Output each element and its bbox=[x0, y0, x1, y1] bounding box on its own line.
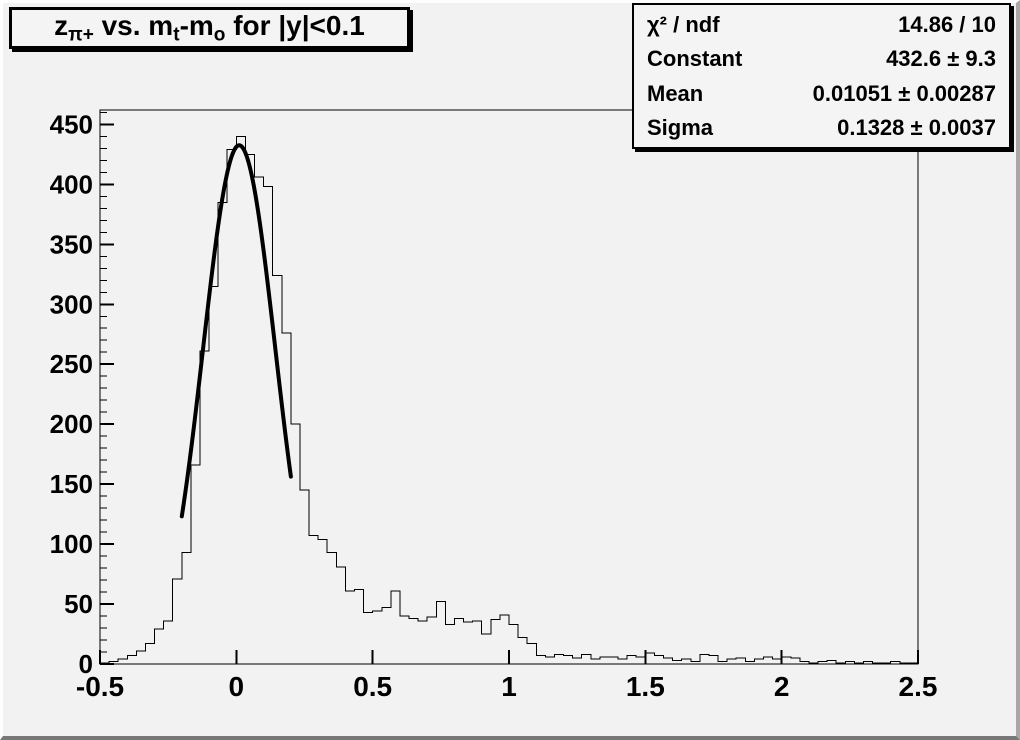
x-tick-label: 2.5 bbox=[899, 671, 938, 702]
x-tick-label: 1 bbox=[501, 671, 517, 702]
y-tick-label: 200 bbox=[50, 409, 93, 439]
stats-row: χ² / ndf 14.86 / 10 bbox=[634, 8, 1009, 41]
title-subscript: t bbox=[173, 24, 180, 46]
stats-row-label: Constant bbox=[647, 46, 743, 72]
stats-row-label: χ² / ndf bbox=[647, 11, 720, 37]
plot-title-box: zπ+ vs. mt-mo for |y|<0.1 bbox=[9, 7, 410, 49]
title-segment: -m bbox=[179, 9, 214, 41]
x-tick-label: 2 bbox=[774, 671, 790, 702]
fit-curve bbox=[179, 143, 293, 519]
y-tick-label: 450 bbox=[50, 109, 93, 139]
x-tick-label: -0.5 bbox=[76, 671, 124, 702]
stats-row: Sigma 0.1328 ± 0.0037 bbox=[634, 111, 1009, 144]
stats-row: Mean 0.01051 ± 0.00287 bbox=[634, 77, 1009, 110]
y-tick-label: 100 bbox=[50, 529, 93, 559]
y-tick-label: 400 bbox=[50, 169, 93, 199]
stats-row: Constant 432.6 ± 9.3 bbox=[634, 42, 1009, 75]
y-tick-label: 300 bbox=[50, 289, 93, 319]
title-subscript: π+ bbox=[68, 24, 94, 46]
y-tick-label: 150 bbox=[50, 469, 93, 499]
y-tick-label: 0 bbox=[79, 649, 93, 679]
histogram-outline bbox=[99, 135, 919, 664]
x-tick-label: 1.5 bbox=[626, 671, 665, 702]
stats-row-value: 14.86 / 10 bbox=[898, 11, 996, 37]
stats-row-label: Sigma bbox=[647, 115, 714, 141]
title-segment: for |y|<0.1 bbox=[225, 9, 365, 41]
title-subscript: o bbox=[213, 24, 226, 46]
stats-row-label: Mean bbox=[647, 80, 704, 106]
title-segment: z bbox=[54, 9, 69, 41]
y-tick-label: 350 bbox=[50, 229, 93, 259]
x-tick-label: 0 bbox=[229, 671, 245, 702]
x-tick-label: 0.5 bbox=[353, 671, 392, 702]
plot-title: zπ+ vs. mt-mo for |y|<0.1 bbox=[54, 10, 365, 47]
fit-stats-box: χ² / ndf 14.86 / 10 Constant 432.6 ± 9.3 Mea… bbox=[632, 3, 1011, 149]
y-tick-label: 250 bbox=[50, 349, 93, 379]
stats-row-value: 432.6 ± 9.3 bbox=[886, 46, 996, 72]
stats-row-value: 0.1328 ± 0.0037 bbox=[837, 115, 996, 141]
stats-row-value: 0.01051 ± 0.00287 bbox=[812, 80, 996, 106]
title-segment: vs. m bbox=[93, 9, 174, 41]
y-tick-label: 50 bbox=[64, 589, 93, 619]
